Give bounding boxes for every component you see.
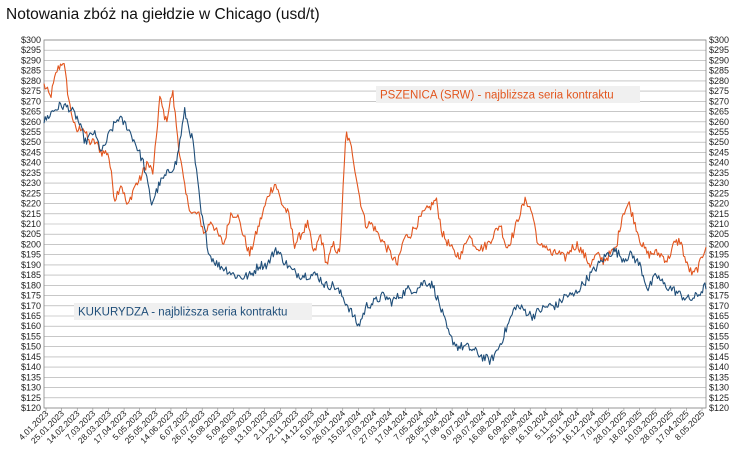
y-tick-label-right: $185 — [709, 270, 729, 280]
y-tick-label-left: $175 — [21, 291, 41, 301]
y-tick-label-right: $175 — [709, 291, 729, 301]
y-tick-label-right: $280 — [709, 76, 729, 86]
series-label-corn: KUKURYDZA - najbliższa seria kontraktu — [78, 307, 287, 319]
y-tick-label-left: $265 — [21, 107, 41, 117]
y-tick-label-right: $205 — [709, 229, 729, 239]
y-tick-label-left: $160 — [21, 321, 41, 331]
series-labels: PSZENICA (SRW) - najbliższa seria kontra… — [74, 86, 640, 320]
y-tick-label-right: $155 — [709, 331, 729, 341]
y-tick-label-right: $200 — [709, 239, 729, 249]
y-tick-label-left: $170 — [21, 301, 41, 311]
y-tick-label-left: $250 — [21, 137, 41, 147]
y-tick-label-left: $225 — [21, 188, 41, 198]
y-tick-label-right: $220 — [709, 199, 729, 209]
y-tick-label-right: $255 — [709, 127, 729, 137]
y-tick-label-left: $155 — [21, 331, 41, 341]
y-tick-label-left: $195 — [21, 250, 41, 260]
series-label-bg — [376, 86, 640, 103]
y-tick-label-left: $140 — [21, 362, 41, 372]
y-axis-left: $120$125$130$135$140$145$150$155$160$165… — [21, 35, 41, 413]
y-tick-label-left: $290 — [21, 55, 41, 65]
y-tick-label-left: $235 — [21, 168, 41, 178]
y-tick-label-left: $270 — [21, 96, 41, 106]
y-tick-label-right: $215 — [709, 209, 729, 219]
series-line-corn — [43, 101, 707, 365]
gridlines — [43, 39, 707, 409]
y-tick-label-left: $275 — [21, 86, 41, 96]
y-tick-label-left: $150 — [21, 342, 41, 352]
series-lines — [43, 62, 707, 365]
y-tick-label-right: $230 — [709, 178, 729, 188]
y-tick-label-left: $300 — [21, 35, 41, 45]
y-tick-label-left: $135 — [21, 372, 41, 382]
y-tick-label-right: $120 — [709, 403, 729, 413]
y-tick-label-right: $145 — [709, 352, 729, 362]
y-tick-label-right: $135 — [709, 372, 729, 382]
y-tick-label-left: $185 — [21, 270, 41, 280]
y-tick-label-right: $235 — [709, 168, 729, 178]
y-tick-label-right: $130 — [709, 383, 729, 393]
y-tick-label-left: $120 — [21, 403, 41, 413]
y-tick-label-right: $250 — [709, 137, 729, 147]
y-tick-label-right: $170 — [709, 301, 729, 311]
y-tick-label-right: $240 — [709, 158, 729, 168]
y-tick-label-left: $130 — [21, 383, 41, 393]
series-label-bg — [74, 303, 312, 320]
y-tick-label-left: $205 — [21, 229, 41, 239]
y-tick-label-right: $180 — [709, 280, 729, 290]
y-tick-label-left: $220 — [21, 199, 41, 209]
y-tick-label-right: $150 — [709, 342, 729, 352]
y-tick-label-left: $200 — [21, 239, 41, 249]
y-tick-label-right: $225 — [709, 188, 729, 198]
y-tick-label-right: $260 — [709, 117, 729, 127]
y-tick-label-left: $180 — [21, 280, 41, 290]
y-tick-label-right: $300 — [709, 35, 729, 45]
x-axis: 4.01.202325.01.202314.02.20237.03.202328… — [17, 408, 707, 445]
y-tick-label-left: $230 — [21, 178, 41, 188]
y-tick-label-right: $245 — [709, 147, 729, 157]
y-tick-label-right: $190 — [709, 260, 729, 270]
y-tick-label-right: $295 — [709, 45, 729, 55]
y-tick-label-right: $195 — [709, 250, 729, 260]
y-tick-label-right: $165 — [709, 311, 729, 321]
series-line-wheat — [43, 62, 707, 276]
plot-area-border — [43, 39, 707, 409]
y-tick-label-left: $210 — [21, 219, 41, 229]
series-label-wheat: PSZENICA (SRW) - najbliższa seria kontra… — [380, 90, 614, 102]
y-tick-label-left: $240 — [21, 158, 41, 168]
y-tick-label-right: $140 — [709, 362, 729, 372]
y-tick-label-left: $255 — [21, 127, 41, 137]
chart-title: Notowania zbóż na giełdzie w Chicago (us… — [6, 6, 320, 23]
y-tick-label-left: $285 — [21, 66, 41, 76]
y-axis-right: $120$125$130$135$140$145$150$155$160$165… — [709, 35, 729, 413]
y-tick-label-right: $265 — [709, 107, 729, 117]
y-tick-label-right: $210 — [709, 219, 729, 229]
y-tick-label-right: $125 — [709, 393, 729, 403]
y-tick-label-left: $190 — [21, 260, 41, 270]
y-tick-label-right: $290 — [709, 55, 729, 65]
y-tick-label-left: $280 — [21, 76, 41, 86]
y-tick-label-right: $275 — [709, 86, 729, 96]
y-tick-label-left: $215 — [21, 209, 41, 219]
y-tick-label-left: $245 — [21, 147, 41, 157]
y-tick-label-left: $125 — [21, 393, 41, 403]
y-tick-label-left: $260 — [21, 117, 41, 127]
y-tick-label-right: $285 — [709, 66, 729, 76]
y-tick-label-right: $270 — [709, 96, 729, 106]
y-tick-label-left: $165 — [21, 311, 41, 321]
y-tick-label-left: $145 — [21, 352, 41, 362]
y-tick-label-right: $160 — [709, 321, 729, 331]
y-tick-label-left: $295 — [21, 45, 41, 55]
